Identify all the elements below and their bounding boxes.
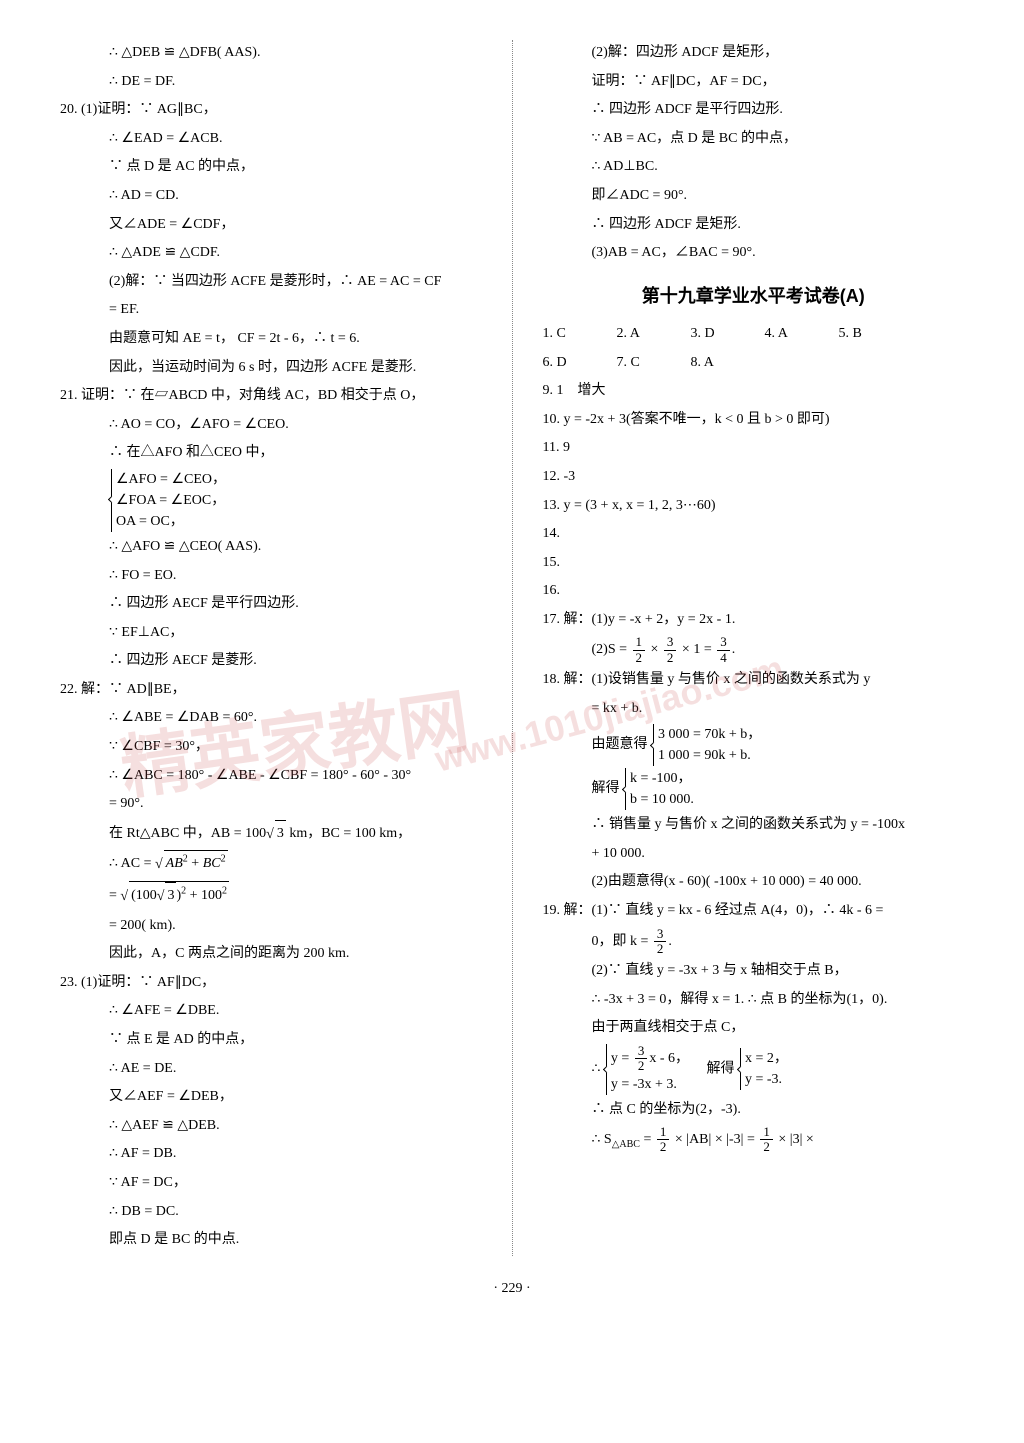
answer-item: 3. D [691, 321, 765, 348]
proof-line: 0，即 k = 32. [543, 927, 965, 957]
answer-item: 1. C [543, 321, 617, 348]
left-column: ∴ △DEB ≌ △DFB( AAS). ∴ DE = DF. 20. (1)证… [60, 40, 482, 1256]
two-column-layout: ∴ △DEB ≌ △DFB( AAS). ∴ DE = DF. 20. (1)证… [60, 40, 964, 1256]
proof-line: ∴ -3x + 3 = 0，解得 x = 1. ∴ 点 B 的坐标为(1，0). [543, 987, 965, 1014]
proof-line: (2)∵ 直线 y = -3x + 3 与 x 轴相交于点 B， [543, 958, 965, 985]
proof-line: ∵ AB = AC，点 D 是 BC 的中点， [543, 126, 965, 153]
question-17: 17. 解：(1)y = -x + 2，y = 2x - 1. [543, 607, 965, 634]
proof-line: ∵ EF⊥AC， [60, 620, 482, 647]
answer-line: 11. 9 [543, 435, 965, 462]
proof-line: (2)解：∵ 当四边形 ACFE 是菱形时，∴ AE = AC = CF [60, 269, 482, 296]
proof-line: ∴ AE = DE. [60, 1056, 482, 1083]
proof-line: ∴ 销售量 y 与售价 x 之间的函数关系式为 y = -100x [543, 812, 965, 839]
proof-line: 又∠AEF = ∠DEB， [60, 1084, 482, 1111]
proof-line: ∴ DB = DC. [60, 1199, 482, 1226]
proof-line: ∴ AD⊥BC. [543, 154, 965, 181]
proof-line: 因此，当运动时间为 6 s 时，四边形 ACFE 是菱形. [60, 355, 482, 382]
proof-line: 由于两直线相交于点 C， [543, 1015, 965, 1042]
proof-line: ∴ 四边形 AECF 是菱形. [60, 648, 482, 675]
proof-line: ∴ FO = EO. [60, 563, 482, 590]
proof-line: ∴ △ADE ≌ △CDF. [60, 240, 482, 267]
proof-line: ∴ 四边形 AECF 是平行四边形. [60, 591, 482, 618]
proof-line: 解得 k = -100， b = 10 000. [543, 768, 965, 810]
proof-line: ∴ △DEB ≌ △DFB( AAS). [60, 40, 482, 67]
proof-line: ∴ y = 32x - 6， y = -3x + 3. 解得 x = 2， y … [543, 1044, 965, 1095]
proof-line: = 200( km). [60, 913, 482, 940]
proof-line: ∴ △AEF ≌ △DEB. [60, 1113, 482, 1140]
proof-line: 由题意可知 AE = t， CF = 2t - 6，∴ t = 6. [60, 326, 482, 353]
proof-line: = √(100√3)2 + 1002 [60, 881, 482, 911]
proof-line: ∴ 四边形 ADCF 是矩形. [543, 212, 965, 239]
proof-line: 即∠ADC = 90°. [543, 183, 965, 210]
answer-item: 5. B [839, 321, 913, 348]
proof-line: 因此，A，C 两点之间的距离为 200 km. [60, 941, 482, 968]
question-22: 22. 解：∵ AD∥BE， [60, 677, 482, 704]
answer-item: 4. A [765, 321, 839, 348]
proof-line: ∴ AO = CO，∠AFO = ∠CEO. [60, 412, 482, 439]
answer-line: 13. y = (3 + x, x = 1, 2, 3⋯60) [543, 493, 965, 520]
proof-line: ∴ △AFO ≌ △CEO( AAS). [60, 534, 482, 561]
proof-line: ∴ AF = DB. [60, 1141, 482, 1168]
proof-line: ∴ 四边形 ADCF 是平行四边形. [543, 97, 965, 124]
question-20: 20. (1)证明：∵ AG∥BC， [60, 97, 482, 124]
proof-line: ∵ ∠CBF = 30°， [60, 734, 482, 761]
question-21: 21. 证明：∵ 在▱ABCD 中，对角线 AC，BD 相交于点 O， [60, 383, 482, 410]
proof-line: (2)S = 12 × 32 × 1 = 34. [543, 635, 965, 665]
answer-item: 7. C [617, 350, 691, 377]
question-18: 18. 解：(1)设销售量 y 与售价 x 之间的函数关系式为 y [543, 667, 965, 694]
proof-line: ∴ 在△AFO 和△CEO 中， [60, 440, 482, 467]
question-19: 19. 解：(1)∵ 直线 y = kx - 6 经过点 A(4，0)，∴ 4k… [543, 898, 965, 925]
proof-line: ∴ ∠ABE = ∠DAB = 60°. [60, 705, 482, 732]
proof-line: ∴ DE = DF. [60, 69, 482, 96]
proof-line: (2)解：四边形 ADCF 是矩形， [543, 40, 965, 67]
question-23: 23. (1)证明：∵ AF∥DC， [60, 970, 482, 997]
answer-line: 10. y = -2x + 3(答案不唯一，k < 0 且 b > 0 即可) [543, 407, 965, 434]
answer-line: 15. [543, 550, 965, 577]
proof-line: 由题意得 3 000 = 70k + b， 1 000 = 90k + b. [543, 724, 965, 766]
proof-line: ∵ AF = DC， [60, 1170, 482, 1197]
brace-system: ∠AFO = ∠CEO， ∠FOA = ∠EOC， OA = OC， [60, 469, 482, 532]
proof-line: (3)AB = AC，∠BAC = 90°. [543, 240, 965, 267]
answer-item: 6. D [543, 350, 617, 377]
chapter-heading: 第十九章学业水平考试卷(A) [543, 279, 965, 313]
proof-line: ∴ ∠ABC = 180° - ∠ABE - ∠CBF = 180° - 60°… [60, 763, 482, 790]
proof-line: ∴ ∠AFE = ∠DBE. [60, 998, 482, 1025]
answer-grid: 1. C 2. A 3. D 4. A 5. B 6. D 7. C 8. A [543, 321, 965, 378]
proof-line: ∵ 点 D 是 AC 的中点， [60, 154, 482, 181]
answer-line: 14. [543, 521, 965, 548]
answer-line: 12. -3 [543, 464, 965, 491]
proof-line: = 90°. [60, 791, 482, 818]
answer-item: 2. A [617, 321, 691, 348]
proof-line: + 10 000. [543, 841, 965, 868]
proof-line: 证明：∵ AF∥DC，AF = DC， [543, 69, 965, 96]
page-number: · 229 · [60, 1276, 964, 1303]
proof-line: ∵ 点 E 是 AD 的中点， [60, 1027, 482, 1054]
proof-line: 即点 D 是 BC 的中点. [60, 1227, 482, 1254]
proof-line: = EF. [60, 297, 482, 324]
proof-line: 在 Rt△ABC 中，AB = 100√3 km，BC = 100 km， [60, 820, 482, 849]
answer-line: 16. [543, 578, 965, 605]
proof-line: ∴ S△ABC = 12 × |AB| × |-3| = 12 × |3| × [543, 1125, 965, 1155]
proof-line: ∴ AD = CD. [60, 183, 482, 210]
proof-line: ∴ 点 C 的坐标为(2，-3). [543, 1097, 965, 1124]
proof-line: ∴ AC = √AB2 + BC2 [60, 850, 482, 879]
proof-line: ∴ ∠EAD = ∠ACB. [60, 126, 482, 153]
proof-line: 又∠ADE = ∠CDF， [60, 212, 482, 239]
column-divider [512, 40, 513, 1256]
proof-line: = kx + b. [543, 696, 965, 723]
right-column: (2)解：四边形 ADCF 是矩形， 证明：∵ AF∥DC，AF = DC， ∴… [543, 40, 965, 1256]
answer-item: 8. A [691, 350, 765, 377]
answer-line: 9. 1 增大 [543, 378, 965, 405]
proof-line: (2)由题意得(x - 60)( -100x + 10 000) = 40 00… [543, 869, 965, 896]
